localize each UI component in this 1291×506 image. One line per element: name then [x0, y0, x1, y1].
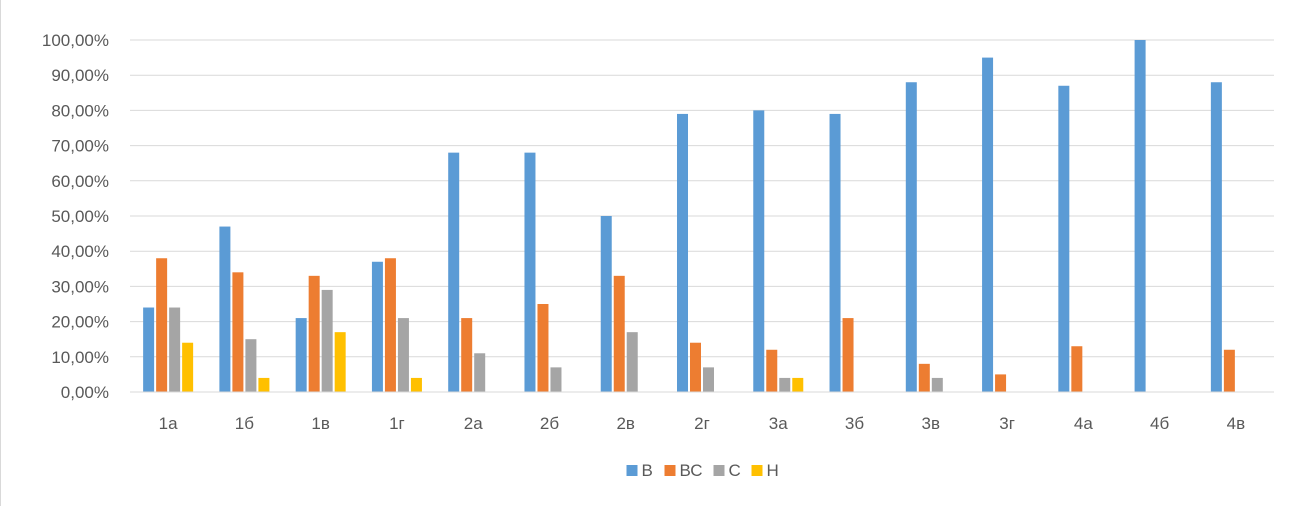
legend-item: В	[626, 461, 653, 480]
legend-item: ВС	[664, 461, 703, 480]
y-tick-label: 70,00%	[51, 137, 109, 156]
bar-ВС-2г	[690, 342, 701, 392]
bar-С-1б	[245, 339, 257, 392]
y-tick-label: 100,00%	[42, 31, 109, 50]
x-axis-tick-labels: 1а 1б 1в 1г 2а 2б 2в 2г 3а 3б 3в 3г 4а 4б 4в	[159, 414, 1245, 433]
legend-label: Н	[767, 461, 779, 480]
bar-С-1в	[321, 289, 333, 392]
legend-swatch	[713, 465, 725, 476]
bar-С-1г	[397, 318, 409, 392]
x-tick-label: 2в	[616, 414, 635, 433]
bar-Н-3а	[792, 377, 804, 392]
y-tick-label: 30,00%	[51, 277, 109, 296]
gridlines	[130, 39, 1274, 358]
legend-item: С	[713, 461, 741, 480]
bar-ВС-3г	[995, 374, 1007, 392]
bar-В-4в	[1210, 82, 1222, 393]
x-tick-label: 2а	[464, 414, 483, 433]
bar-В-2в	[600, 216, 612, 392]
bar-ВС-4а	[1071, 346, 1083, 392]
legend-swatch	[626, 465, 638, 476]
bar-ВС-3а	[766, 349, 778, 392]
x-tick-label: 2г	[694, 414, 710, 433]
legend-item: Н	[751, 461, 779, 480]
bar-Н-1в	[334, 332, 346, 392]
bar-В-1в	[295, 318, 307, 392]
x-tick-label: 3б	[845, 414, 864, 433]
bar-ВС-1г	[384, 258, 396, 392]
bar-ВС-1а	[156, 258, 168, 392]
x-tick-label: 3в	[922, 414, 941, 433]
bar-С-2в	[626, 332, 638, 392]
y-tick-label: 40,00%	[51, 242, 109, 261]
bar-В-2б	[524, 152, 536, 392]
bar-ВС-2б	[537, 304, 549, 392]
y-tick-label: 20,00%	[51, 313, 109, 332]
bar-ВС-3в	[918, 363, 930, 392]
y-axis-tick-labels: 0,00% 10,00% 20,00% 30,00% 40,00% 50,00% 60,00…	[42, 31, 109, 402]
bar-ВС-4в	[1223, 349, 1235, 392]
bar-В-1б	[219, 226, 231, 392]
x-tick-label: 1б	[235, 414, 254, 433]
legend-label: С	[729, 461, 741, 480]
y-tick-label: 0,00%	[61, 383, 109, 402]
bar-Н-1б	[258, 377, 270, 392]
x-tick-label: 1в	[311, 414, 330, 433]
bar-В-3г	[982, 57, 994, 392]
x-tick-label: 1а	[159, 414, 178, 433]
bar-В-1а	[143, 307, 155, 392]
legend-swatch	[664, 465, 676, 476]
x-tick-label: 1г	[389, 414, 405, 433]
y-tick-label: 50,00%	[51, 207, 109, 226]
x-tick-label: 4б	[1150, 414, 1169, 433]
legend-label: ВС	[680, 461, 703, 480]
x-tick-label: 3а	[769, 414, 788, 433]
bar-ВС-2в	[613, 275, 625, 392]
bar-С-1а	[169, 307, 181, 392]
bar-ВС-1б	[232, 272, 244, 392]
legend: В ВС С Н	[626, 461, 779, 480]
bar-В-1г	[371, 261, 383, 392]
bar-В-2а	[448, 152, 460, 392]
x-tick-label: 2б	[540, 414, 559, 433]
x-tick-label: 3г	[999, 414, 1015, 433]
bar-В-2г	[677, 113, 688, 393]
y-tick-label: 60,00%	[51, 172, 109, 191]
y-tick-label: 90,00%	[51, 66, 109, 85]
bar-С-2г	[703, 367, 714, 392]
y-tick-label: 10,00%	[51, 348, 109, 367]
bar-С-3в	[931, 377, 943, 392]
bar-ВС-1в	[308, 275, 320, 392]
legend-swatch	[751, 465, 763, 476]
x-tick-label: 4а	[1074, 414, 1093, 433]
bars	[143, 40, 1235, 393]
bar-В-4б	[1134, 40, 1146, 392]
bar-С-2а	[474, 353, 486, 392]
bar-ВС-2а	[461, 318, 473, 392]
bar-В-3б	[829, 113, 841, 393]
bar-В-3а	[753, 110, 765, 393]
bar-С-2б	[550, 367, 562, 392]
bar-ВС-3б	[842, 318, 854, 392]
y-tick-label: 80,00%	[51, 101, 109, 120]
bar-Н-1г	[410, 377, 422, 392]
legend-label: В	[642, 461, 653, 480]
x-tick-label: 4в	[1227, 414, 1246, 433]
bar-В-4а	[1058, 85, 1070, 392]
bar-В-3в	[905, 82, 917, 393]
bar-Н-1а	[182, 342, 194, 392]
bar-С-3а	[779, 377, 791, 392]
